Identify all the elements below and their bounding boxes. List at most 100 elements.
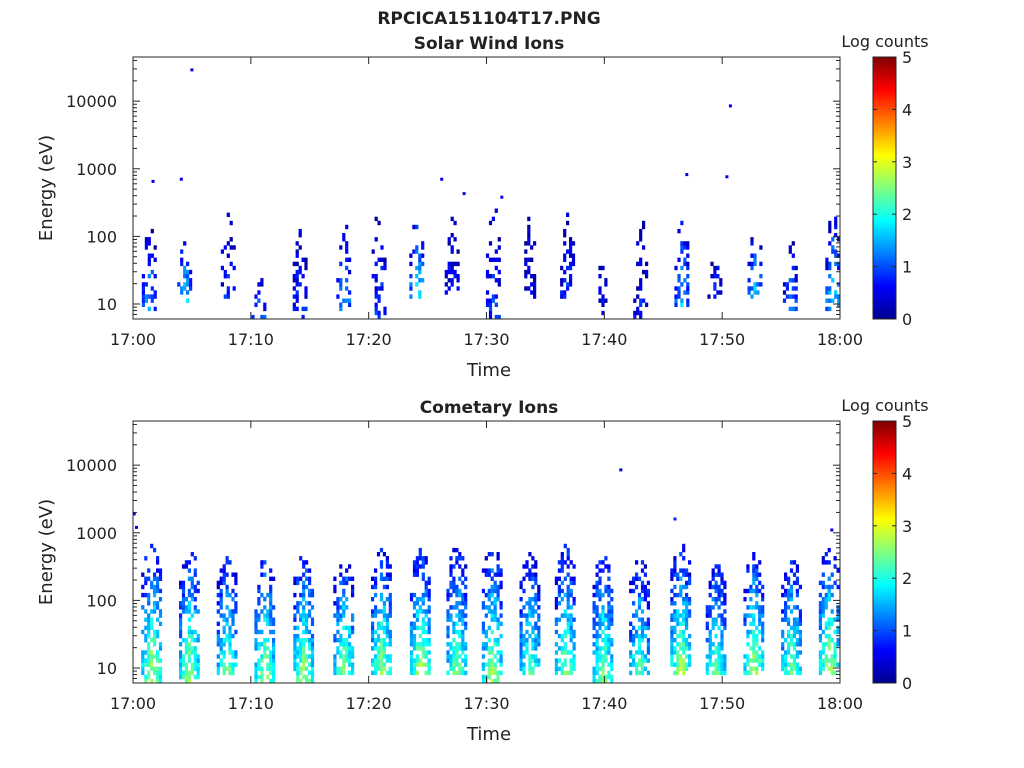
heatmap-cell [798,642,802,647]
heatmap-cell [412,646,417,651]
heatmap-cell [229,237,233,242]
heatmap-cell [676,654,680,659]
heatmap-cell [187,592,191,598]
heatmap-cell [711,576,715,581]
heatmap-cell [415,245,419,250]
heatmap-cell [758,613,762,618]
heatmap-cell [487,662,491,667]
heatmap-cell [229,220,233,226]
heatmap-cell [342,592,346,598]
heatmap-cell [821,613,825,618]
heatmap-cell [831,249,835,254]
heatmap-cell [427,605,431,610]
heatmap-cell [186,290,190,295]
heatmap-cell [153,605,157,610]
heatmap-cell [685,584,689,590]
heatmap-cell [560,556,564,561]
heatmap-cell [531,646,535,651]
heatmap-cell [759,274,763,279]
heatmap-cell [554,662,558,667]
heatmap-cell [336,650,340,655]
heatmap-cell [720,654,724,659]
heatmap-cell [789,597,794,602]
heatmap-cell [222,625,226,631]
heatmap-cell [374,605,378,610]
heatmap-cell [184,666,188,671]
heatmap-cell [682,617,686,622]
heatmap-cell [153,257,157,262]
heatmap-cell [342,576,346,581]
heatmap-cell [534,592,538,598]
heatmap-cell [144,678,148,684]
heatmap-cell [150,228,154,234]
heatmap-cell [572,597,576,602]
heatmap-cell [604,678,608,684]
heatmap-cell [299,650,303,655]
heatmap-cell [677,278,681,283]
heatmap-cell [749,670,753,676]
heatmap-cell [184,560,188,565]
heatmap-cell [305,601,309,606]
heatmap-cell [607,625,611,631]
heatmap-cell [635,613,639,618]
heatmap-cell [827,588,831,594]
heatmap-cell [348,650,352,655]
heatmap-cell [566,597,570,602]
heatmap-cell [639,298,643,303]
heatmap-cell [522,605,526,610]
heatmap-cell [377,220,381,226]
heatmap-cell [685,609,689,614]
heatmap-cell [184,609,188,614]
heatmap-cell [557,592,561,598]
heatmap-cell [682,670,686,676]
heatmap-cell [566,625,570,631]
heatmap-cell [380,286,384,291]
heatmap-cell [299,617,303,622]
heatmap-cell [818,666,822,671]
heatmap-cell [234,580,238,586]
heatmap-cell [388,605,392,610]
heatmap-cell [272,642,276,647]
heatmap-cell [645,261,649,267]
heatmap-cell [798,666,802,671]
heatmap-cell [746,642,750,647]
heatmap-cell [345,265,349,271]
heatmap-cell [530,290,534,295]
heatmap-cell [723,662,727,667]
heatmap-cell [688,613,692,618]
heatmap-cell [388,564,392,569]
heatmap-cell [299,613,303,618]
heatmap-cell [269,658,273,663]
heatmap-cell [792,560,797,565]
heatmap-cell [385,572,389,577]
heatmap-cell [792,621,797,626]
heatmap-cell [382,625,386,631]
heatmap-cell [186,278,190,283]
heatmap-cell [784,601,788,606]
heatmap-cell [679,629,683,635]
heatmap-cell [821,658,825,663]
heatmap-cell [141,592,145,598]
heatmap-cell [190,666,194,671]
heatmap-cell [677,274,681,279]
heatmap-cell [761,638,765,643]
heatmap-cell [147,613,151,618]
heatmap-cell [302,617,306,622]
y-tick-label: 10 [97,295,117,314]
heatmap-cell [569,592,573,598]
heatmap-cell [792,633,797,639]
heatmap-cell [714,572,718,577]
heatmap-cell [717,642,721,647]
heatmap-cell [679,552,683,557]
heatmap-cell [231,617,235,622]
heatmap-cell [781,609,785,614]
heatmap-cell [485,253,490,258]
heatmap-cell [374,294,378,299]
heatmap-cell [705,613,709,618]
heatmap-cell [685,646,689,651]
heatmap-cell [293,658,297,663]
heatmap-cell [592,650,596,655]
heatmap-cell [374,261,378,267]
heatmap-cell [228,625,232,631]
heatmap-cell [418,658,422,663]
